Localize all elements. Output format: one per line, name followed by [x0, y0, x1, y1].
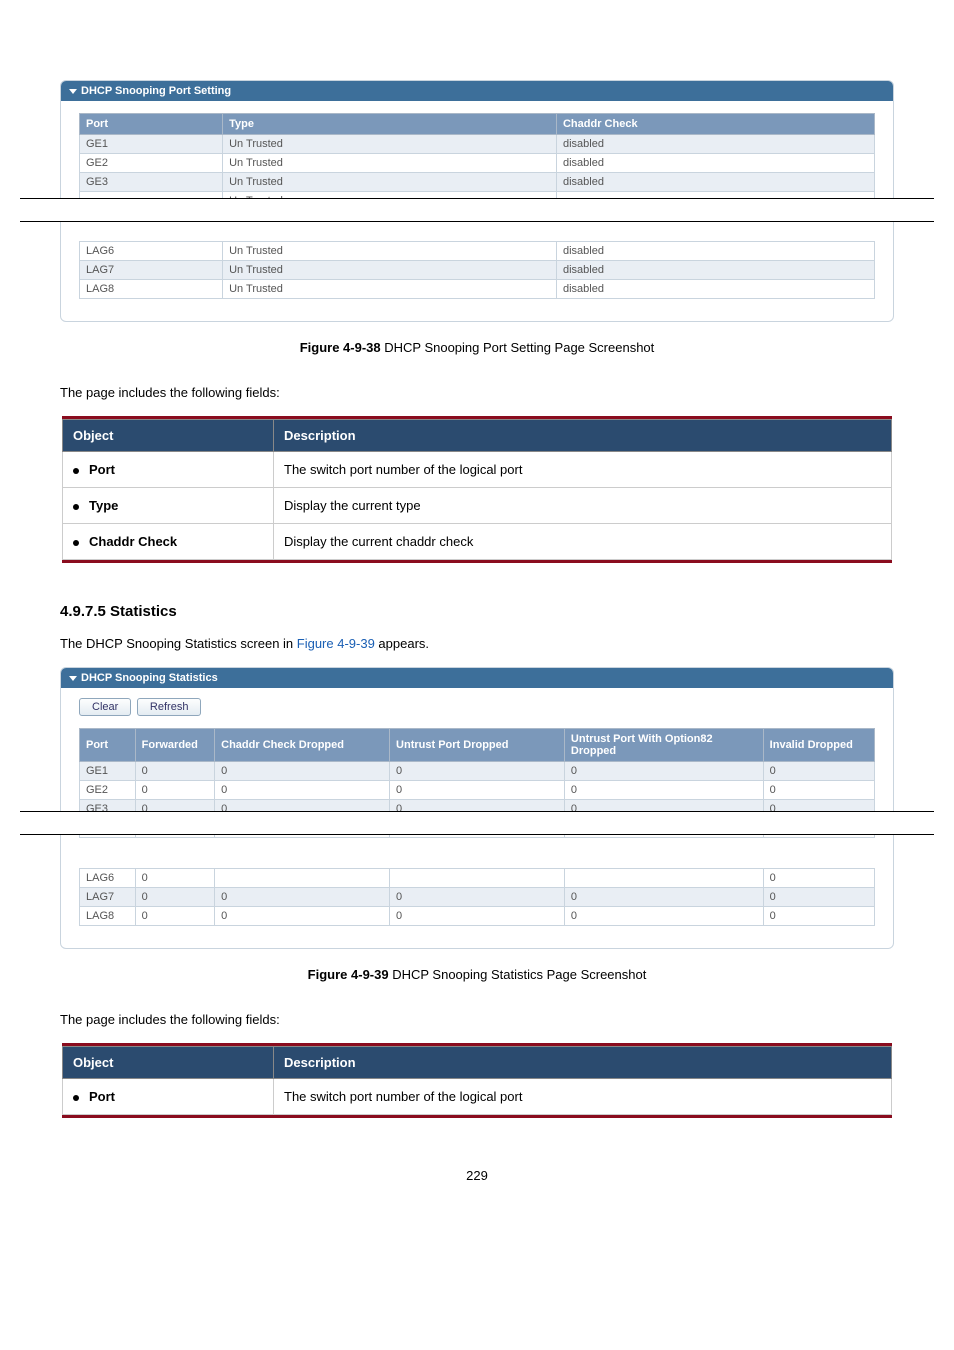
col-header: Untrust Port Dropped — [390, 729, 565, 762]
table-row: Chaddr Check Display the current chaddr … — [63, 524, 892, 560]
col-header: Invalid Dropped — [763, 729, 874, 762]
panel-header[interactable]: DHCP Snooping Statistics — [61, 668, 893, 688]
panel-title: DHCP Snooping Port Setting — [81, 85, 231, 97]
table-row: GE1 0 0 0 0 0 — [80, 762, 875, 781]
table-row: GE1 Un Trusted disabled — [80, 135, 875, 154]
table-row: LAG6 0 0 — [80, 869, 875, 888]
stats-intro: The DHCP Snooping Statistics screen in F… — [60, 636, 894, 651]
col-header: Object — [63, 1047, 274, 1079]
description-table: Object Description Port The switch port … — [62, 419, 892, 560]
chevron-down-icon — [69, 89, 77, 94]
figure-caption: Figure 4-9-38 DHCP Snooping Port Setting… — [60, 340, 894, 355]
table-row — [80, 838, 875, 869]
col-header: Description — [274, 1047, 892, 1079]
col-header: Port — [80, 729, 136, 762]
col-header: Forwarded — [135, 729, 215, 762]
description-table-wrapper: Object Description Port The switch port … — [62, 416, 892, 563]
table-row: LAG6 Un Trusted disabled — [80, 242, 875, 261]
table-row: Type Display the current type — [63, 488, 892, 524]
refresh-button[interactable]: Refresh — [137, 698, 202, 716]
panel-header[interactable]: DHCP Snooping Port Setting — [61, 81, 893, 101]
bullet-icon — [73, 468, 79, 474]
figure-caption: Figure 4-9-39 DHCP Snooping Statistics P… — [60, 967, 894, 982]
table-row: GE3 Un Trusted disabled — [80, 173, 875, 192]
col-header: Object — [63, 420, 274, 452]
table-row: GE2 Un Trusted disabled — [80, 154, 875, 173]
page-split-strip — [20, 811, 934, 835]
table-row: LAG7 Un Trusted disabled — [80, 261, 875, 280]
intro-text: The page includes the following fields: — [60, 385, 894, 400]
clear-button[interactable]: Clear — [79, 698, 131, 716]
table-row: LAG8 Un Trusted disabled — [80, 280, 875, 299]
dhcp-statistics-panel: DHCP Snooping Statistics Clear Refresh P… — [60, 667, 894, 949]
page-number: 229 — [60, 1168, 894, 1183]
description-table: Object Description Port The switch port … — [62, 1046, 892, 1115]
figure-link[interactable]: Figure 4-9-39 — [297, 636, 375, 651]
table-row: LAG7 0 0 0 0 0 — [80, 888, 875, 907]
page-split-strip — [20, 198, 934, 222]
col-header: Description — [274, 420, 892, 452]
col-header: Untrust Port With Option82 Dropped — [564, 729, 763, 762]
section-heading: 4.9.7.5 Statistics — [60, 603, 894, 620]
col-header: Chaddr Check Dropped — [215, 729, 390, 762]
table-row: Port The switch port number of the logic… — [63, 452, 892, 488]
col-header: Port — [80, 114, 223, 135]
bullet-icon — [73, 540, 79, 546]
col-header: Chaddr Check — [556, 114, 874, 135]
chevron-down-icon — [69, 676, 77, 681]
description-table-wrapper: Object Description Port The switch port … — [62, 1043, 892, 1118]
table-row: GE2 0 0 0 0 0 — [80, 781, 875, 800]
table-row: Port The switch port number of the logic… — [63, 1079, 892, 1115]
col-header: Type — [223, 114, 557, 135]
intro-text: The page includes the following fields: — [60, 1012, 894, 1027]
bullet-icon — [73, 1095, 79, 1101]
bullet-icon — [73, 504, 79, 510]
panel-title: DHCP Snooping Statistics — [81, 672, 218, 684]
table-row: LAG8 0 0 0 0 0 — [80, 907, 875, 926]
